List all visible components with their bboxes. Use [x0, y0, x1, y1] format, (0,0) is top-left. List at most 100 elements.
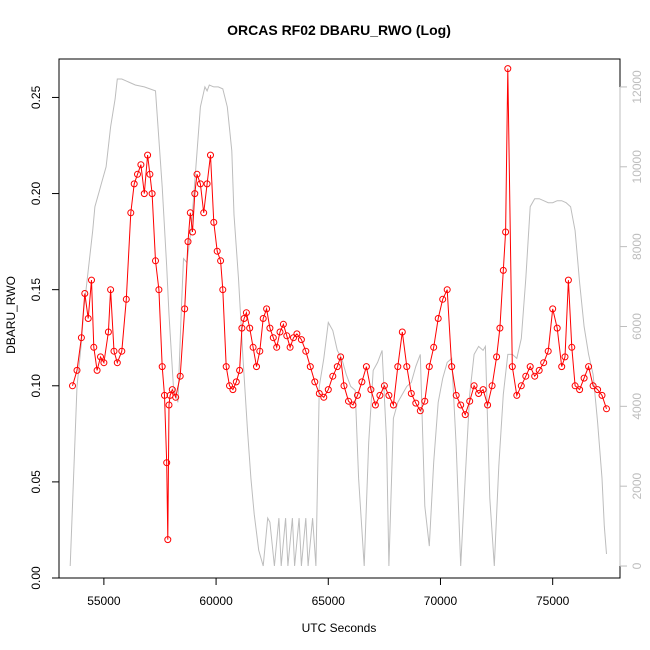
data-point: [329, 372, 337, 380]
right-y-tick-label: 12000: [630, 70, 644, 104]
data-point: [144, 151, 152, 159]
y-axis-label: DBARU_RWO: [4, 276, 18, 354]
data-point: [354, 391, 361, 399]
data-point: [266, 324, 274, 332]
data-point: [163, 459, 171, 467]
data-point: [598, 391, 606, 399]
data-point: [376, 391, 384, 399]
data-point: [345, 397, 352, 405]
plot-frame: [58, 58, 621, 579]
data-point: [564, 276, 572, 284]
y-tick-label: 0.20: [29, 182, 43, 206]
data-point: [407, 390, 415, 397]
data-point: [340, 382, 348, 390]
data-point: [488, 382, 496, 390]
data-point: [146, 170, 154, 178]
data-point: [155, 286, 163, 294]
data-point: [425, 363, 433, 371]
x-tick-label: 55000: [87, 594, 121, 608]
data-point: [452, 391, 460, 399]
data-point: [181, 305, 189, 313]
data-point: [549, 305, 557, 313]
right-y-tick-label: 10000: [630, 150, 644, 184]
data-point: [249, 343, 257, 351]
data-point: [217, 257, 225, 265]
primary-series-line: [72, 68, 607, 540]
y-tick-label: 0.05: [29, 470, 43, 494]
data-point: [77, 334, 85, 342]
data-point: [191, 190, 199, 198]
data-point: [508, 363, 516, 371]
data-point: [324, 386, 332, 394]
secondary-series-layer: [69, 78, 607, 567]
data-point: [585, 363, 593, 371]
data-point: [81, 290, 89, 297]
data-point: [276, 328, 284, 336]
data-point: [553, 324, 561, 332]
data-point: [130, 180, 138, 188]
data-point: [403, 363, 411, 371]
x-tick-label: 60000: [199, 594, 233, 608]
data-point: [535, 366, 543, 374]
y-tick-label: 0.25: [29, 85, 43, 109]
data-point: [165, 401, 173, 409]
data-point: [229, 386, 237, 394]
right-y-axis: 0 2000 4000 6000 8000 10000 12000: [619, 70, 644, 569]
data-point: [269, 334, 277, 342]
data-point: [88, 276, 95, 284]
data-point: [113, 359, 121, 367]
data-point: [306, 363, 314, 371]
data-point: [168, 386, 176, 394]
data-point: [531, 372, 539, 380]
chart-title: ORCAS RF02 DBARU_RWO (Log): [227, 22, 451, 38]
data-point: [522, 372, 530, 380]
data-point: [110, 347, 118, 355]
data-point: [196, 180, 204, 188]
data-point: [164, 536, 172, 544]
data-point: [134, 170, 141, 178]
data-point: [470, 382, 478, 390]
data-point: [273, 343, 281, 351]
y-axis: 0.00 0.05 0.10 0.15 0.20 0.25: [29, 85, 60, 590]
x-axis: 55000 60000 65000 70000 75000: [87, 577, 570, 608]
data-point: [568, 343, 576, 351]
data-point: [496, 324, 504, 332]
data-point: [371, 401, 379, 409]
data-point: [561, 353, 569, 361]
data-point: [430, 343, 438, 351]
data-point: [502, 228, 510, 236]
x-tick-label: 65000: [312, 594, 346, 608]
data-point: [90, 343, 98, 351]
data-point: [137, 161, 145, 169]
data-point: [232, 378, 240, 386]
data-point: [259, 315, 267, 322]
data-point: [219, 286, 227, 294]
data-point: [242, 309, 250, 317]
data-point: [333, 363, 341, 371]
data-point: [580, 374, 588, 382]
data-point: [504, 65, 512, 73]
data-point: [457, 401, 465, 409]
x-tick-label: 75000: [536, 594, 570, 608]
data-point: [107, 286, 115, 294]
data-point: [576, 386, 584, 394]
y-tick-label: 0.10: [29, 374, 43, 398]
right-y-tick-label: 4000: [630, 393, 644, 420]
data-point: [493, 353, 501, 361]
y-tick-label: 0.15: [29, 278, 43, 302]
data-point: [97, 353, 104, 361]
data-point: [603, 405, 610, 413]
data-point: [484, 401, 492, 409]
data-point: [337, 353, 345, 361]
data-point: [311, 378, 319, 386]
data-point: [367, 386, 375, 394]
data-point: [69, 382, 76, 390]
data-point: [517, 382, 525, 390]
data-point: [263, 305, 271, 313]
data-point: [466, 397, 474, 405]
data-point: [118, 347, 126, 355]
right-y-tick-label: 6000: [630, 313, 644, 340]
data-point: [152, 257, 159, 265]
x-axis-label: UTC Seconds: [302, 621, 377, 635]
